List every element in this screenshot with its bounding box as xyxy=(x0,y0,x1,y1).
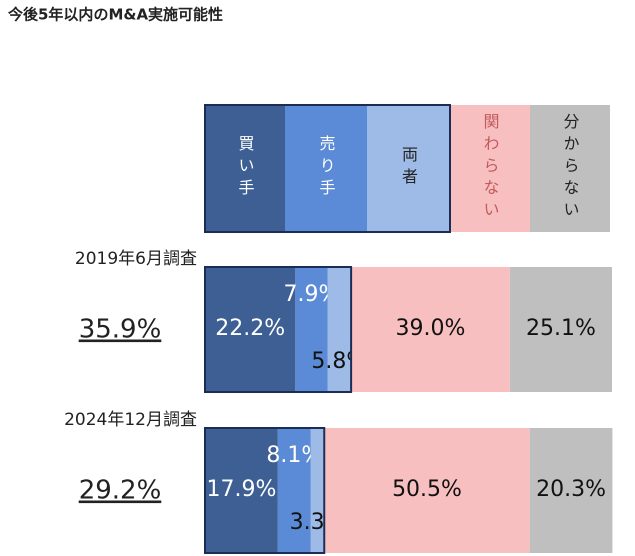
bar-segment xyxy=(509,267,612,392)
bar-segment xyxy=(205,267,296,392)
legend-label: 買い手 xyxy=(236,135,255,201)
bar-outline xyxy=(204,266,353,393)
bar-segment xyxy=(295,267,328,392)
category-label: 2024年12月調査 xyxy=(64,410,197,430)
chart-title: 今後5年以内のM&A実施可能性 xyxy=(7,6,223,24)
value-label: 39.0% xyxy=(396,316,466,341)
bar-segment xyxy=(205,428,278,553)
legend-outline xyxy=(204,104,451,233)
value-label: 25.1% xyxy=(526,316,596,341)
legend-swatch xyxy=(530,105,610,232)
total-label: 35.9% xyxy=(79,315,162,345)
bar-segment xyxy=(277,428,311,553)
legend-swatch xyxy=(367,105,450,232)
bar-outline xyxy=(204,427,326,554)
bar-segment xyxy=(351,267,510,392)
value-label: 20.3% xyxy=(536,477,606,502)
bar-segment xyxy=(310,428,325,553)
bar-segment xyxy=(529,428,613,553)
legend-swatch xyxy=(285,105,367,232)
total-label: 29.2% xyxy=(79,476,162,506)
bar-segment xyxy=(324,428,530,553)
legend-label: 売り手 xyxy=(317,135,336,201)
legend-label: 分からない xyxy=(561,113,580,223)
legend-label: 両者 xyxy=(399,146,418,190)
legend-swatch xyxy=(205,105,285,232)
category-label: 2019年6月調査 xyxy=(75,249,197,269)
value-label: 17.9% xyxy=(206,477,276,502)
legend-label: 関わらない xyxy=(481,113,500,223)
value-label: 22.2% xyxy=(215,316,285,341)
legend-swatch xyxy=(450,105,530,232)
value-label: 50.5% xyxy=(392,477,462,502)
bar-segment xyxy=(327,267,352,392)
